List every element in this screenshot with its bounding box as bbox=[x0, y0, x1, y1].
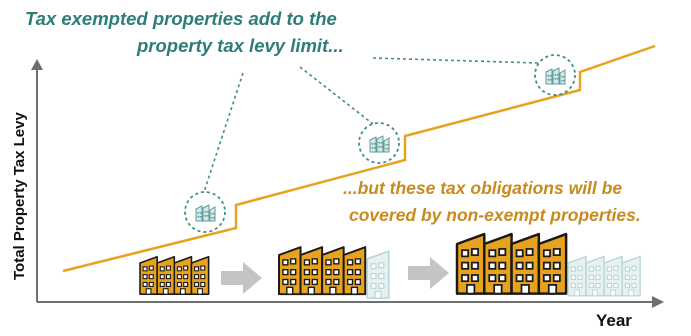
taxed-building bbox=[321, 246, 345, 296]
taxed-building bbox=[455, 232, 486, 295]
exempt-marker-2 bbox=[358, 122, 400, 164]
stage-1-buildings bbox=[139, 255, 210, 295]
right-arrow-icon bbox=[408, 257, 449, 289]
exempt-building bbox=[621, 255, 641, 297]
taxed-building bbox=[173, 255, 193, 295]
taxed-building bbox=[139, 255, 158, 295]
stage-2-buildings bbox=[278, 246, 390, 299]
y-axis-label: Total Property Tax Levy bbox=[11, 112, 28, 280]
taxed-building bbox=[510, 232, 541, 295]
exempt-building bbox=[585, 255, 605, 297]
exempt-building bbox=[567, 255, 587, 297]
y-axis-arrowhead bbox=[31, 59, 43, 70]
x-axis-label: Year bbox=[596, 311, 632, 330]
right-arrow-icon bbox=[221, 262, 262, 294]
annotation-top-line2: property tax levy limit... bbox=[136, 35, 344, 56]
taxed-building bbox=[299, 246, 324, 296]
leader-line-1 bbox=[203, 72, 244, 193]
exempt-building bbox=[603, 255, 623, 297]
leader-lines bbox=[203, 57, 539, 193]
leader-line-2 bbox=[299, 66, 374, 125]
taxed-building bbox=[156, 255, 176, 295]
levy-line bbox=[62, 44, 656, 273]
axes bbox=[31, 59, 664, 308]
exempt-marker-1 bbox=[184, 191, 226, 233]
stage-3-exempt-buildings bbox=[567, 255, 641, 297]
annotation-top-line1: Tax exempted properties add to the bbox=[25, 8, 337, 29]
x-axis-arrowhead bbox=[652, 296, 664, 308]
annotation-bottom-line2: covered by non-exempt properties. bbox=[349, 205, 641, 225]
leader-line-3 bbox=[372, 57, 539, 64]
annotation-bottom-line1: ...but these tax obligations will be bbox=[343, 178, 622, 198]
exempt-building bbox=[366, 250, 390, 299]
taxed-building bbox=[190, 255, 210, 295]
taxed-building bbox=[537, 232, 568, 295]
stage-3-buildings bbox=[455, 232, 568, 295]
taxed-building bbox=[483, 232, 513, 295]
taxed-building bbox=[278, 246, 302, 296]
exempt-marker-3 bbox=[534, 54, 576, 96]
taxed-building bbox=[342, 246, 367, 296]
